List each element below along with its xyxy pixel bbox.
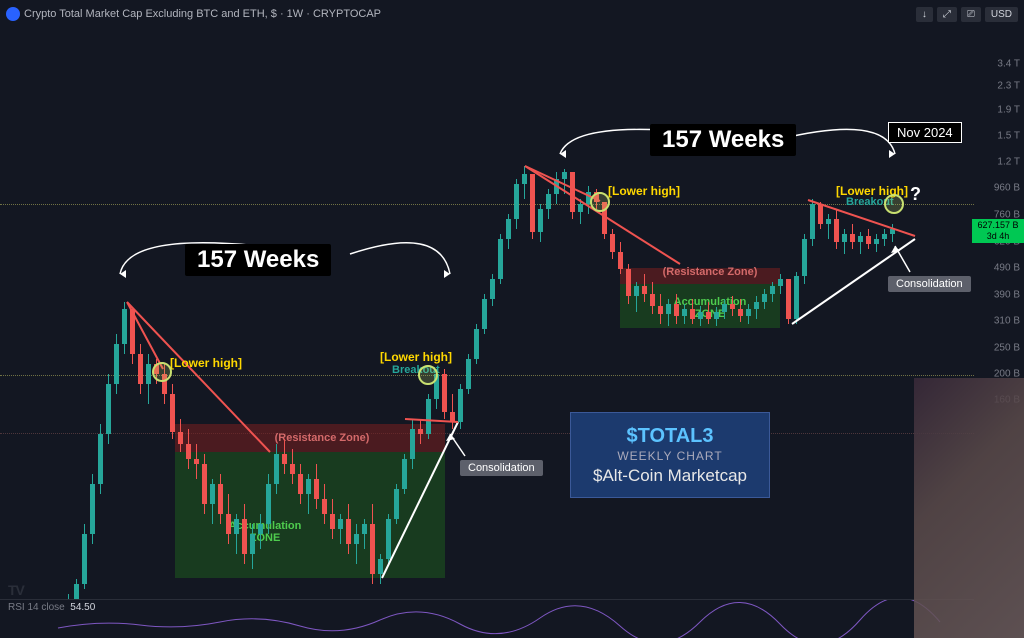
tradingview-logo: TV [8,582,24,598]
price-tick: 2.3 T [997,81,1020,92]
presenter-video [914,378,1024,638]
horizontal-line [0,433,974,434]
annotation-lower-high: [Lower high] [380,350,452,364]
marker-circle [590,192,610,212]
trendlines-layer [0,24,974,638]
rsi-line [0,600,974,638]
chart-area[interactable]: (Resistance Zone) AccumulationZONE (Resist… [0,24,974,638]
rsi-panel: RSI 14 close 54.50 [0,599,974,638]
logo-icon [6,7,20,21]
marker-circle [418,365,438,385]
info-sub: WEEKLY CHART [593,449,747,465]
zone-label: (Resistance Zone) [650,266,770,278]
zone-label: AccumulationZONE [205,520,325,544]
weeks-label: 157 Weeks [650,124,796,156]
price-tick: 390 B [994,290,1020,301]
info-desc: $Alt-Coin Marketcap [593,465,747,487]
snapshot-button[interactable]: ⎚ [961,7,981,22]
weeks-label: 157 Weeks [185,244,331,276]
info-panel: $TOTAL3 WEEKLY CHART $Alt-Coin Marketcap [570,412,770,498]
price-tick: 490 B [994,263,1020,274]
price-tick: 1.5 T [997,131,1020,142]
horizontal-line [0,204,974,205]
consolidation-box: Consolidation [888,276,971,292]
price-tick: 310 B [994,316,1020,327]
download-button[interactable]: ↓ [916,7,933,22]
consolidation-box: Consolidation [460,460,543,476]
currency-select[interactable]: USD [985,7,1018,22]
marker-circle [884,194,904,214]
question-mark: ? [910,184,921,205]
price-tick: 3.4 T [997,59,1020,70]
info-ticker: $TOTAL3 [593,423,747,449]
price-tick: 1.2 T [997,157,1020,168]
chart-title: Crypto Total Market Cap Excluding BTC an… [24,8,381,20]
price-tick: 960 B [994,183,1020,194]
price-current: 627.157 B3d 4h [972,219,1024,243]
price-tick: 250 B [994,343,1020,354]
marker-circle [152,362,172,382]
header-right: ↓ ⤢ ⎚ USD [916,7,1018,22]
annotation-lower-high: [Lower high] [608,184,680,198]
zone-label: (Resistance Zone) [262,432,382,444]
price-tick: 1.9 T [997,105,1020,116]
header-left: Crypto Total Market Cap Excluding BTC an… [6,7,381,21]
expand-button[interactable]: ⤢ [937,7,957,22]
annotation-lower-high: [Lower high] [170,356,242,370]
date-box: Nov 2024 [888,122,962,143]
